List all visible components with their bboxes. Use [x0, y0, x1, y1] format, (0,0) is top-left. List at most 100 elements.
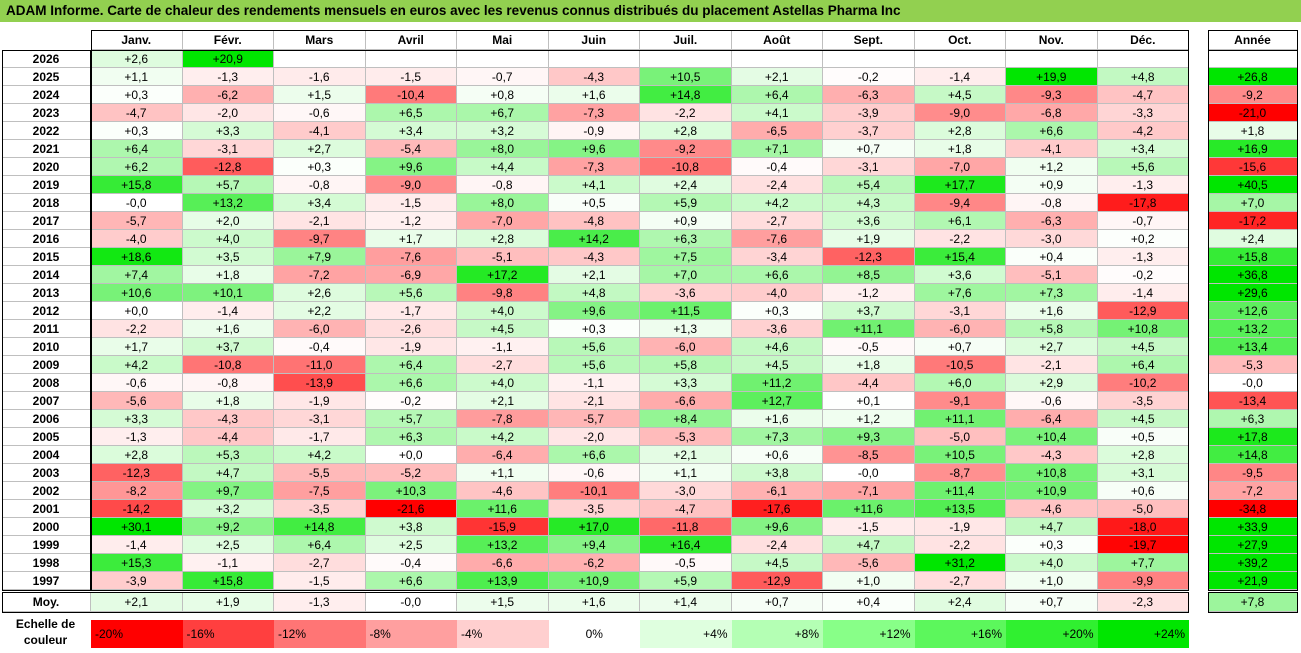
heatmap-cell: -5,0	[914, 428, 1006, 446]
average-cell: -0,0	[365, 592, 457, 612]
heatmap-cell: -9,4	[914, 194, 1006, 212]
heatmap-cell: +4,7	[823, 536, 915, 554]
heatmap-cell: -0,8	[1006, 194, 1098, 212]
heatmap-cell: -6,0	[274, 320, 366, 338]
heatmap-cell: -3,6	[640, 284, 732, 302]
annual-cell: +36,8	[1208, 266, 1298, 284]
year-label: 2009	[2, 356, 91, 374]
heatmap-cell: +6,0	[914, 374, 1006, 392]
heatmap-cell: -2,1	[548, 392, 640, 410]
heatmap-cell: +5,8	[640, 356, 732, 374]
annual-cell: +16,9	[1208, 140, 1298, 158]
heatmap-cell: -1,1	[182, 554, 274, 572]
heatmap-cell: +13,9	[457, 572, 549, 590]
heatmap-cell	[1097, 50, 1189, 68]
heatmap-cell: -3,7	[823, 122, 915, 140]
heatmap-cell: -15,9	[457, 518, 549, 536]
heatmap-cell: +5,7	[182, 176, 274, 194]
heatmap-cell: +2,8	[640, 122, 732, 140]
heatmap-cell: +13,5	[914, 500, 1006, 518]
heatmap-cell: -3,0	[1006, 230, 1098, 248]
heatmap-cell: -4,3	[548, 248, 640, 266]
heatmap-cell: -7,6	[731, 230, 823, 248]
heatmap-cell: -0,5	[823, 338, 915, 356]
heatmap-cell: -4,3	[548, 68, 640, 86]
legend-label: Echelle de couleur	[15, 617, 76, 647]
heatmap-cell: -2,4	[731, 176, 823, 194]
heatmap-cell: +2,8	[457, 230, 549, 248]
heatmap-cell: +11,1	[823, 320, 915, 338]
heatmap-cell: +17,7	[914, 176, 1006, 194]
heatmap-cell: +4,6	[731, 338, 823, 356]
year-label: 2000	[2, 518, 91, 536]
heatmap-cell: +1,3	[640, 320, 732, 338]
heatmap-cell: +6,7	[457, 104, 549, 122]
heatmap-cell: +0,3	[548, 320, 640, 338]
heatmap-cell: +0,1	[823, 392, 915, 410]
heatmap-cell: +10,9	[1006, 482, 1098, 500]
heatmap-cell: -4,4	[182, 428, 274, 446]
heatmap-cell: -0,0	[91, 194, 183, 212]
heatmap-cell: -1,4	[1097, 284, 1189, 302]
average-cell: +0,4	[823, 592, 915, 612]
heatmap-cell: +1,8	[182, 392, 274, 410]
heatmap-cell: +8,4	[640, 410, 732, 428]
heatmap-cell: +2,6	[91, 50, 183, 68]
heatmap-cell: +6,3	[365, 428, 457, 446]
heatmap-cell: +13,2	[457, 536, 549, 554]
heatmap-cell: +4,5	[1097, 338, 1189, 356]
annual-cell: +14,8	[1208, 446, 1298, 464]
heatmap-cell: +6,6	[365, 572, 457, 590]
heatmap-cell	[640, 50, 732, 68]
column-header: Août	[731, 30, 823, 50]
column-header: Oct.	[914, 30, 1006, 50]
annual-cell: +1,8	[1208, 122, 1298, 140]
column-header: Juin	[548, 30, 640, 50]
heatmap-cell: +8,0	[457, 140, 549, 158]
annual-cell: +13,2	[1208, 320, 1298, 338]
heatmap-cell: +3,4	[365, 122, 457, 140]
heatmap-cell: -12,8	[182, 158, 274, 176]
heatmap-cell: -0,4	[731, 158, 823, 176]
heatmap-cell: +0,3	[731, 302, 823, 320]
column-header: Avril	[365, 30, 457, 50]
heatmap-cell: +12,7	[731, 392, 823, 410]
heatmap-cell: +0,2	[1097, 230, 1189, 248]
heatmap-cell: -1,6	[274, 68, 366, 86]
heatmap-cell: +1,6	[1006, 302, 1098, 320]
legend-swatch: -20%	[91, 620, 183, 648]
heatmap-cell: +1,7	[91, 338, 183, 356]
heatmap-cell: +6,4	[91, 140, 183, 158]
heatmap-cell: -9,8	[457, 284, 549, 302]
annual-cell: -5,3	[1208, 356, 1298, 374]
heatmap-cell: -0,2	[365, 392, 457, 410]
heatmap-cell: +15,4	[914, 248, 1006, 266]
column-header: Sept.	[823, 30, 915, 50]
heatmap-cell: -10,2	[1097, 374, 1189, 392]
heatmap-cell: +6,4	[365, 356, 457, 374]
heatmap-cell: +6,3	[640, 230, 732, 248]
year-label: 2011	[2, 320, 91, 338]
annual-cell: -15,6	[1208, 158, 1298, 176]
heatmap-cell: +17,0	[548, 518, 640, 536]
heatmap-cell: +7,4	[91, 266, 183, 284]
heatmap-cell: -7,0	[457, 212, 549, 230]
average-cell: +1,5	[457, 592, 549, 612]
heatmap-cell: -17,8	[1097, 194, 1189, 212]
heatmap-cell: +4,8	[548, 284, 640, 302]
heatmap-cell: +3,2	[457, 122, 549, 140]
legend-swatch: -4%	[457, 620, 549, 648]
heatmap-cell: -1,5	[823, 518, 915, 536]
heatmap-cell: -5,6	[91, 392, 183, 410]
heatmap-cell: +8,0	[457, 194, 549, 212]
heatmap-cell: -0,5	[640, 554, 732, 572]
heatmap-cell: +1,1	[457, 464, 549, 482]
heatmap-cell: +5,6	[365, 284, 457, 302]
annual-cell: +29,6	[1208, 284, 1298, 302]
heatmap-cell: -8,5	[823, 446, 915, 464]
legend-swatch: +16%	[914, 620, 1006, 648]
legend-swatch: +8%	[731, 620, 823, 648]
heatmap-cell: +2,9	[1006, 374, 1098, 392]
heatmap-cell: -12,3	[91, 464, 183, 482]
heatmap-cell: +7,3	[1006, 284, 1098, 302]
